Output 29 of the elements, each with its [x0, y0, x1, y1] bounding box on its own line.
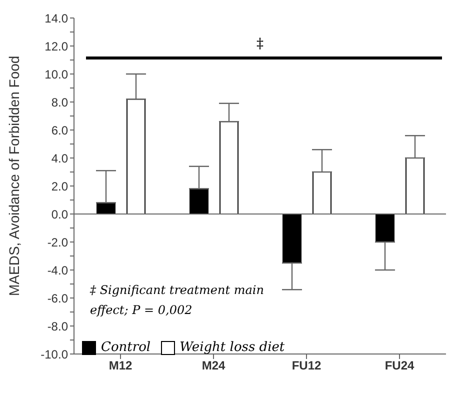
y-tick-label: 14.0: [44, 11, 68, 26]
bar: [376, 214, 394, 242]
bar: [282, 214, 302, 264]
bar: [190, 188, 208, 214]
y-tick-label: 10.0: [44, 67, 68, 82]
x-tick-label: FU12: [292, 358, 322, 373]
bar: [312, 172, 332, 214]
y-tick-label: 4.0: [51, 151, 68, 166]
bar: [406, 158, 424, 214]
annotation: ‡ Significant treatment main effect; P = 0,002: [90, 282, 265, 319]
y-tick-label: -4.0: [47, 263, 68, 278]
bar: [126, 98, 146, 214]
y-tick-label: 6.0: [51, 123, 68, 138]
y-tick-label: -8.0: [47, 319, 68, 334]
x-tick-label: M12: [108, 358, 132, 373]
y-axis-title: MAEDS, Avoidance of Forbidden Food: [6, 56, 22, 296]
y-tick-label: 8.0: [51, 95, 68, 110]
legend-label: Weight loss diet: [178, 340, 285, 355]
x-tick-label: FU24: [384, 358, 414, 373]
annotation: ‡: [256, 36, 264, 52]
y-tick-label: 12.0: [44, 39, 68, 54]
bar: [220, 121, 238, 214]
legend-label: Control: [100, 340, 151, 355]
y-tick-label: 2.0: [51, 179, 68, 194]
y-tick-label: 0.0: [51, 207, 68, 222]
y-tick-label: -10.0: [40, 347, 68, 362]
y-tick-label: -6.0: [47, 291, 68, 306]
x-tick-label: M24: [202, 358, 226, 373]
y-tick-label: -2.0: [47, 235, 68, 250]
